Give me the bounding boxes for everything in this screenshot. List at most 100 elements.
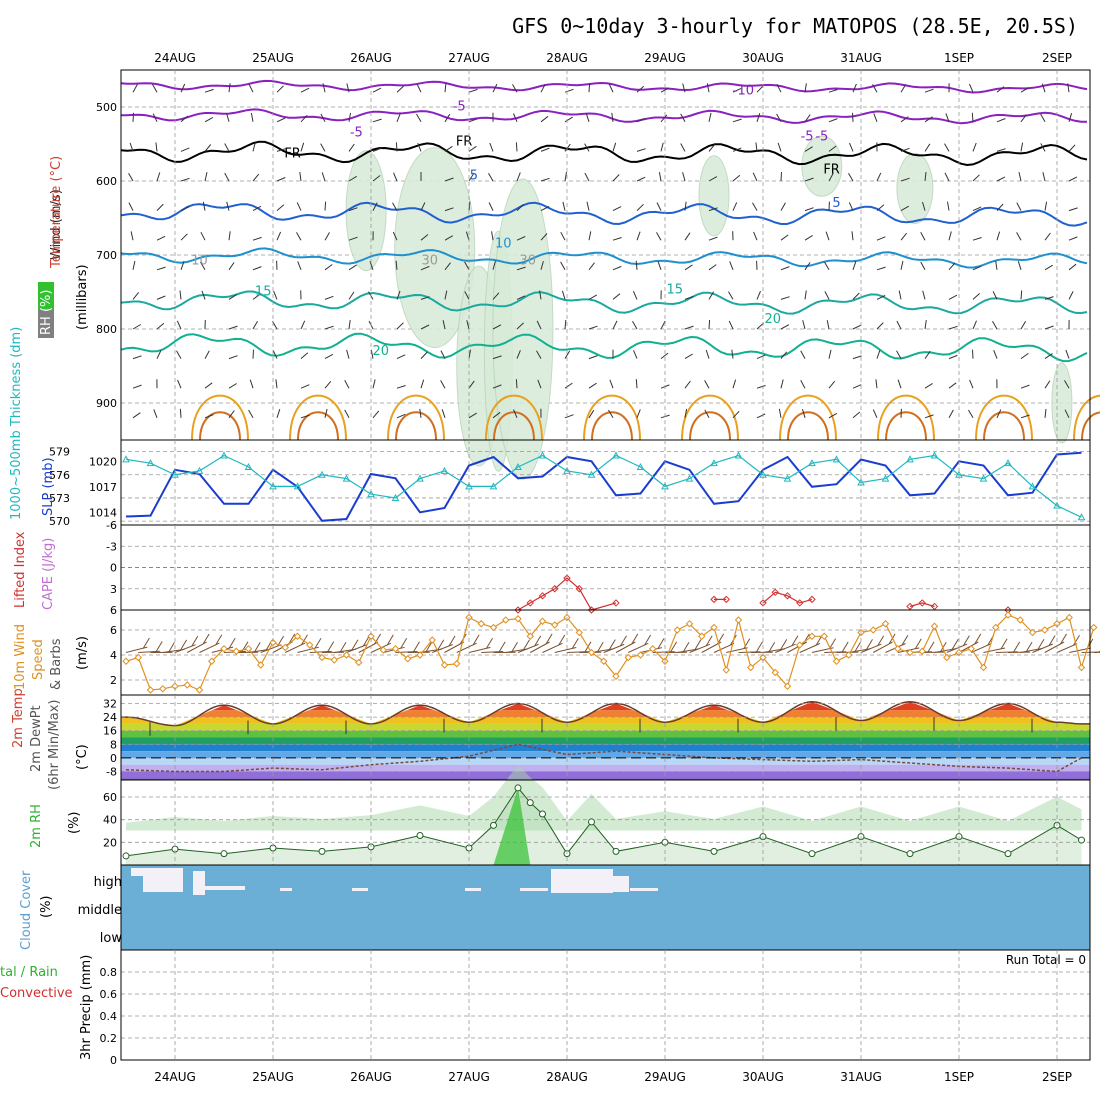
wind-barb (444, 145, 453, 152)
wind-barb (876, 204, 885, 211)
wind-barb (872, 84, 878, 93)
thickness-point (881, 474, 890, 482)
slp-line (125, 451, 1082, 522)
wind-barb (876, 349, 881, 359)
wind-barb (564, 88, 574, 93)
warm-contour (975, 394, 1033, 441)
slp-tick: 1020 (89, 455, 117, 468)
wind-barb (972, 237, 982, 241)
wind-barb (489, 142, 494, 152)
wind-barb (708, 207, 718, 212)
wind-barb (468, 145, 477, 152)
wind10-barb-flag (631, 633, 639, 645)
wind10-point (710, 623, 718, 632)
wind-barb (564, 116, 573, 123)
wind-barb (704, 380, 710, 389)
wind-barb (249, 379, 254, 389)
wind-barb (444, 290, 448, 300)
thickness-point (587, 470, 596, 478)
li-point (526, 599, 534, 607)
wind-barb (660, 320, 666, 330)
wind-barb (392, 202, 398, 211)
date-tick-bottom: 28AUG (546, 1070, 588, 1084)
thickness-point (661, 482, 669, 490)
wind-barb (848, 172, 854, 182)
wind-barb (492, 324, 502, 330)
wind10-barb-flag (448, 635, 456, 647)
wind-barb (684, 232, 691, 241)
wind-barb (608, 83, 614, 93)
temp-band (121, 723, 1090, 731)
wind-barb (945, 113, 950, 122)
high-cloud (352, 888, 368, 891)
wind-barb (180, 147, 190, 152)
wind-barb (204, 414, 214, 419)
label-wind-speed: Speed (31, 639, 46, 680)
wind-barb (972, 349, 974, 359)
wind-barb (732, 174, 741, 182)
wind-barb (732, 118, 742, 123)
contour-label: FR (284, 146, 301, 161)
wind-barb (656, 232, 662, 241)
thickness-point (318, 470, 326, 478)
label-rh-unit: (%) (67, 812, 82, 835)
wind-barb (564, 143, 571, 152)
wind10-barb-flag (1037, 638, 1045, 650)
wind-barb (900, 84, 907, 93)
wind10-point (894, 645, 902, 653)
wind-barb (204, 116, 214, 123)
wind-barb (226, 201, 230, 211)
li-point (710, 595, 718, 604)
wind-barb (1044, 380, 1051, 389)
wind-barb (756, 354, 766, 360)
label-2m-dewpt: 2m DewPt (29, 705, 44, 772)
temp-band (121, 771, 1090, 779)
wind-barb (132, 412, 141, 419)
rh-point (539, 810, 546, 818)
temp-tick: 32 (103, 698, 117, 711)
wind-barb (777, 142, 782, 152)
precip-tick: 0.8 (100, 966, 118, 979)
wind-barb (324, 380, 332, 389)
rh-panel: 60 40 20 (103, 764, 1090, 865)
wind-barb (800, 380, 806, 389)
wind-barb (539, 290, 542, 300)
rh-peak (493, 787, 531, 865)
wind-barb (252, 205, 262, 212)
wind-barb (852, 83, 857, 93)
wind-barb (826, 320, 830, 330)
wind-barb (180, 115, 189, 123)
temp-tick: 8 (110, 738, 117, 751)
wind-barb (348, 112, 351, 122)
wind-barb (226, 112, 230, 122)
wind-barb (129, 142, 134, 152)
wind-barb (1068, 113, 1073, 122)
wind10-point (832, 657, 841, 665)
wind-barb (372, 147, 382, 152)
thickness-tick: 579 (49, 446, 70, 459)
wind-barb (802, 408, 806, 418)
wind-barb (156, 322, 165, 330)
wind-barb (992, 320, 998, 330)
wind-barb (992, 291, 998, 300)
temp-line (121, 701, 1090, 727)
wind-barb (588, 294, 598, 300)
wind10-point (502, 616, 510, 624)
wind-barb (564, 319, 567, 330)
wind10-point (538, 617, 547, 625)
rh-shade (492, 178, 554, 480)
wind-barb (420, 202, 426, 211)
wind-barb (248, 83, 254, 93)
wind-barb (1040, 143, 1046, 152)
wind-barb (612, 293, 621, 300)
wind-barb (1042, 172, 1046, 182)
high-cloud (280, 888, 292, 891)
wind10-barb-flag (314, 637, 322, 649)
wind10-point (342, 651, 351, 659)
wind10-point (318, 653, 326, 662)
wind-barb (804, 262, 811, 271)
wind-barb (320, 113, 326, 123)
wind10-barb-flag (620, 635, 627, 647)
rh-point (490, 821, 497, 829)
wind-barb (488, 172, 494, 182)
